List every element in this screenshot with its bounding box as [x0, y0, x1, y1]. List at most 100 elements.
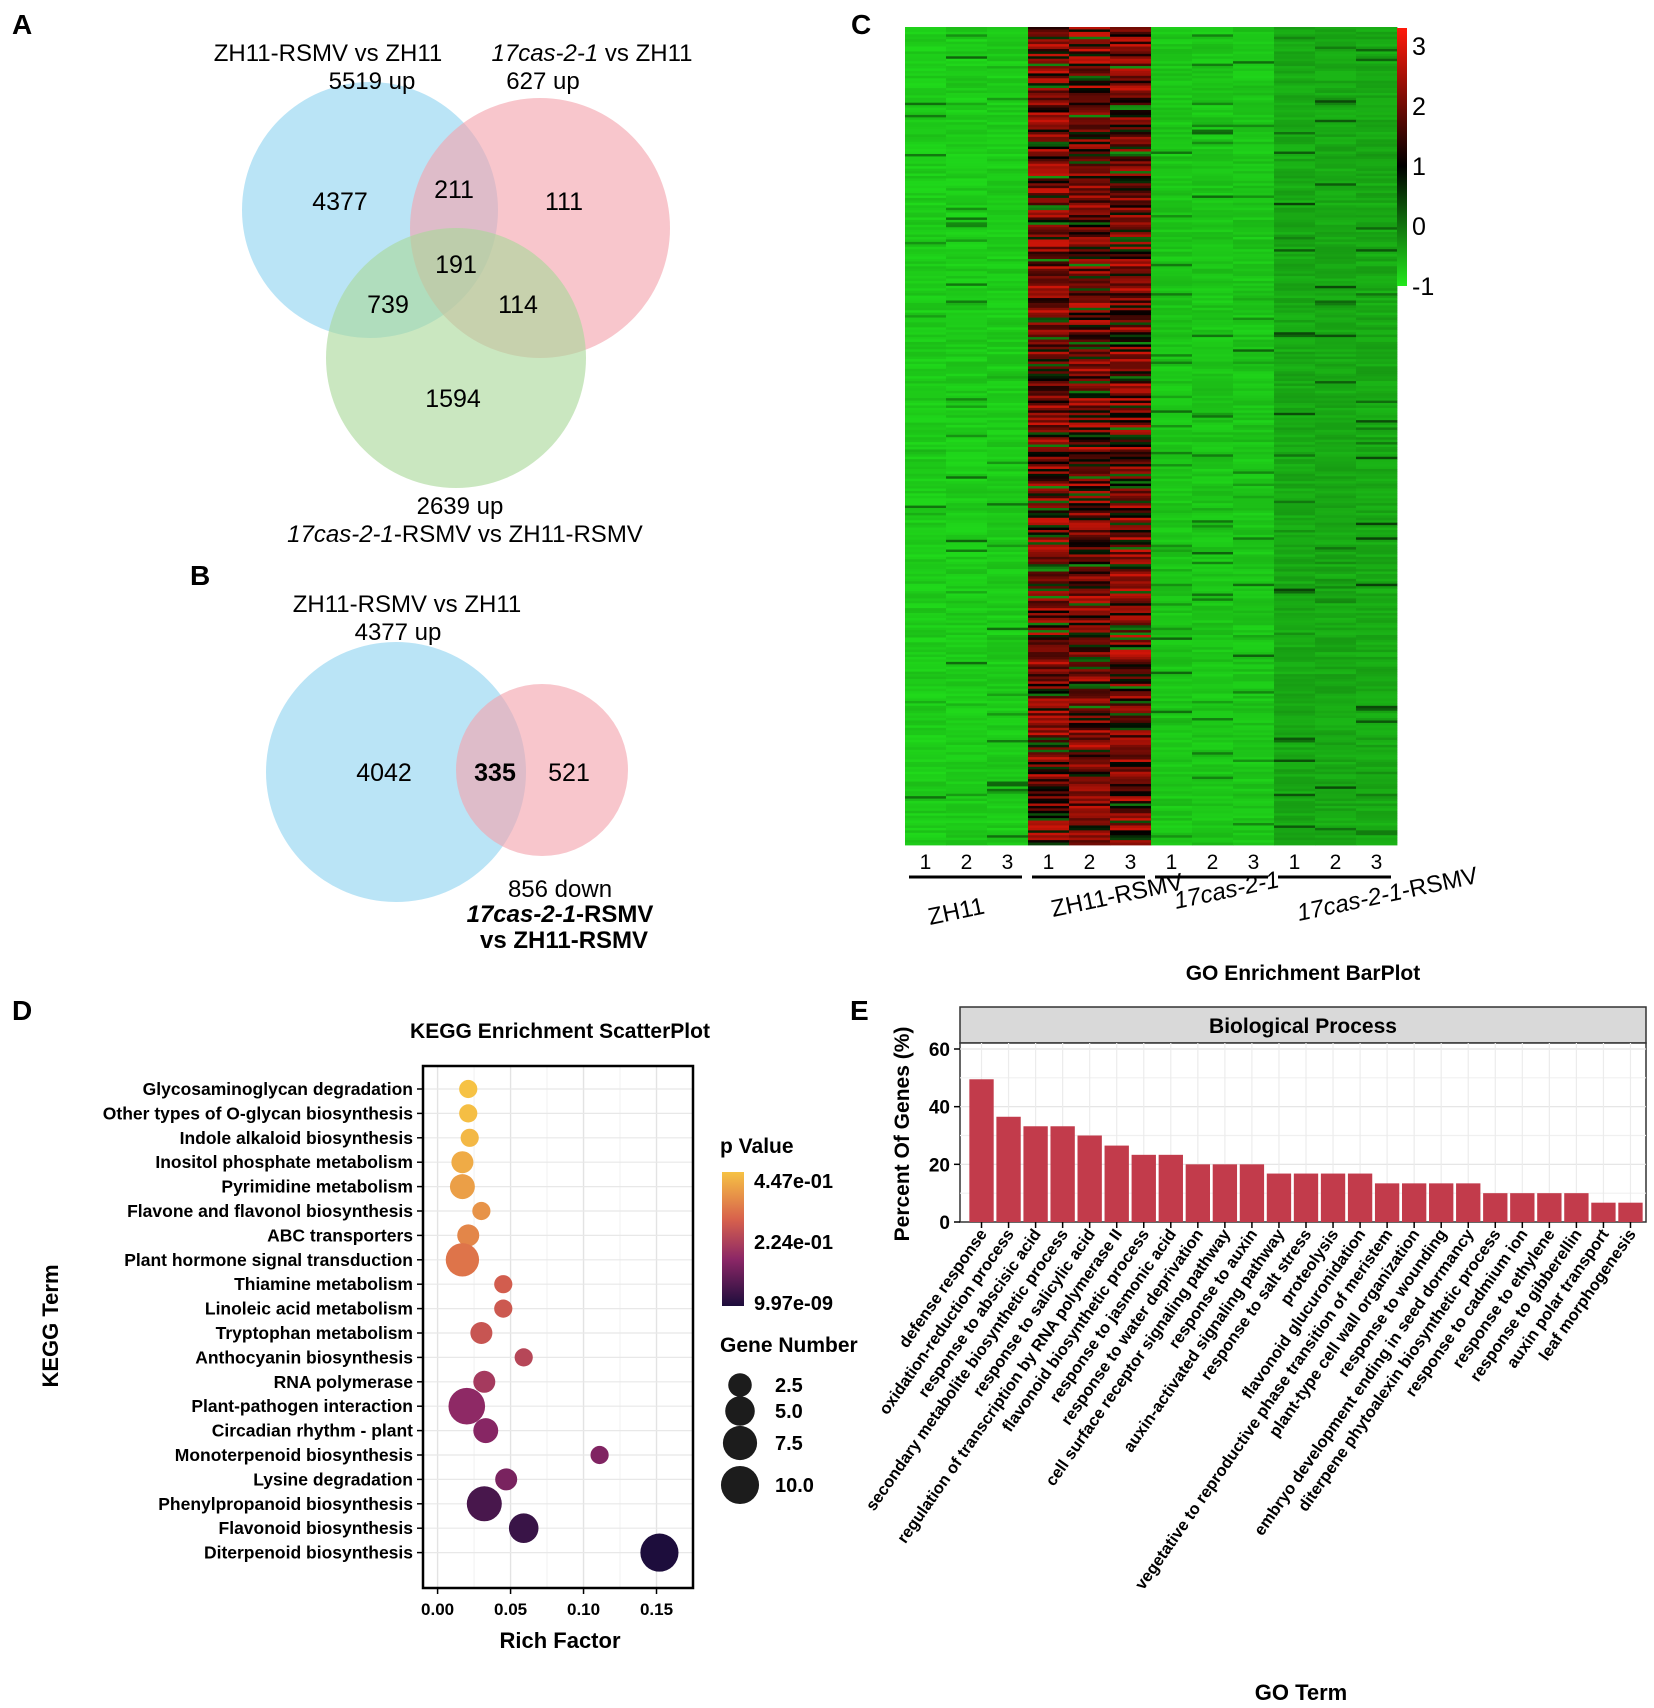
heatmap-cell [1069, 90, 1111, 94]
heatmap-cell [905, 456, 947, 460]
heatmap-cell [905, 473, 947, 477]
heatmap-cell [1110, 510, 1152, 514]
heatmap-cell [1069, 556, 1111, 560]
heatmap-cell [946, 261, 988, 265]
heatmap-cell [905, 813, 947, 817]
heatmap-cell [1110, 581, 1152, 585]
heatmap-cell [1233, 300, 1275, 304]
heatmap-cell [946, 727, 988, 731]
heatmap-cell [1233, 471, 1275, 475]
heatmap-cell [1192, 632, 1234, 636]
heatmap-cell [1192, 735, 1234, 738]
heatmap-cell [1356, 90, 1398, 94]
heatmap-cell [1356, 564, 1398, 568]
heatmap-cell [1069, 75, 1111, 79]
heatmap-replicate-label: 3 [1125, 851, 1137, 874]
heatmap-cell [905, 771, 947, 775]
heatmap-cell [1151, 66, 1193, 69]
heatmap-cell [1028, 818, 1070, 821]
heatmap-cell [1233, 654, 1275, 658]
heatmap-cell [987, 495, 1029, 499]
heatmap-cell [1233, 559, 1275, 563]
heatmap-cell [1192, 395, 1234, 399]
heatmap-cell [905, 58, 947, 62]
heatmap-cell [946, 749, 988, 753]
heatmap-cell [1315, 747, 1357, 751]
heatmap-cell [946, 112, 988, 116]
heatmap-cell [1069, 173, 1111, 177]
heatmap-cell [946, 122, 988, 126]
heatmap-cell [987, 285, 1029, 289]
heatmap-cell [987, 727, 1029, 731]
heatmap-cell [1356, 566, 1398, 570]
heatmap-cell [987, 588, 1029, 592]
heatmap-cell [1274, 278, 1316, 282]
heatmap-cell [905, 512, 947, 516]
heatmap-cell [1356, 554, 1398, 558]
heatmap-cell [1069, 730, 1111, 734]
heatmap-cell [1110, 788, 1152, 792]
heatmap-cell [1069, 92, 1111, 96]
heatmap-cell [1315, 727, 1357, 731]
heatmap-cell [1151, 708, 1193, 712]
heatmap-cell [1192, 759, 1234, 763]
heatmap-cell [987, 818, 1029, 821]
heatmap-cell [1192, 80, 1234, 84]
heatmap-cell [905, 759, 947, 763]
heatmap-cell [1151, 688, 1193, 692]
heatmap-cell [905, 400, 947, 404]
heatmap-cell [1233, 522, 1275, 526]
heatmap-cell [1110, 466, 1152, 470]
heatmap-cell [1110, 268, 1152, 272]
heatmap-cell [1274, 644, 1316, 648]
heatmap-cell [987, 300, 1029, 304]
heatmap-cell [1028, 207, 1070, 211]
heatmap-cell [1028, 80, 1070, 84]
heatmap-cell [1110, 51, 1152, 55]
heatmap-cell [905, 78, 947, 82]
venn-b-circle-1 [266, 642, 526, 902]
heatmap-cell [1315, 642, 1357, 646]
heatmap-cell [1110, 78, 1152, 82]
heatmap-cell [1069, 439, 1111, 443]
heatmap-cell [946, 576, 988, 580]
heatmap-cell [905, 698, 947, 702]
heatmap-cell [1151, 783, 1193, 787]
heatmap-cell [1151, 520, 1193, 524]
heatmap-cell [946, 681, 988, 685]
heatmap-cell [1151, 615, 1193, 619]
heatmap-cell [1069, 251, 1111, 255]
heatmap-cell [1274, 258, 1316, 262]
heatmap-cell [1192, 407, 1234, 411]
heatmap-cell [905, 444, 947, 448]
heatmap-cell [1274, 366, 1316, 370]
heatmap-cell [1233, 222, 1275, 226]
heatmap-cell [1151, 163, 1193, 167]
heatmap-cell [946, 556, 988, 560]
heatmap-cell [905, 205, 947, 209]
heatmap-cell [987, 620, 1029, 624]
heatmap-cell [1192, 376, 1234, 380]
heatmap-cell [1028, 598, 1070, 602]
heatmap-cell [1356, 488, 1398, 492]
heatmap-cell [1274, 583, 1316, 587]
heatmap-cell [987, 468, 1029, 472]
heatmap-cell [1233, 674, 1275, 677]
heatmap-cell [1151, 295, 1193, 299]
heatmap-cell [1069, 642, 1111, 646]
heatmap-cell [1356, 508, 1398, 511]
heatmap-cell [1110, 759, 1152, 763]
heatmap-cell [1110, 823, 1152, 826]
heatmap-cell [1274, 591, 1316, 594]
heatmap-cell [1151, 644, 1193, 648]
heatmap-cell [1233, 749, 1275, 753]
heatmap-cell [905, 625, 947, 629]
heatmap-cell [1110, 708, 1152, 712]
heatmap-cell [987, 669, 1029, 673]
heatmap-cell [905, 371, 947, 375]
heatmap-cell [1069, 425, 1111, 428]
heatmap-cell [1356, 393, 1398, 397]
heatmap-cell [1233, 595, 1275, 599]
heatmap-cell [946, 395, 988, 399]
go-y-tick-label: 60 [929, 1040, 950, 1061]
